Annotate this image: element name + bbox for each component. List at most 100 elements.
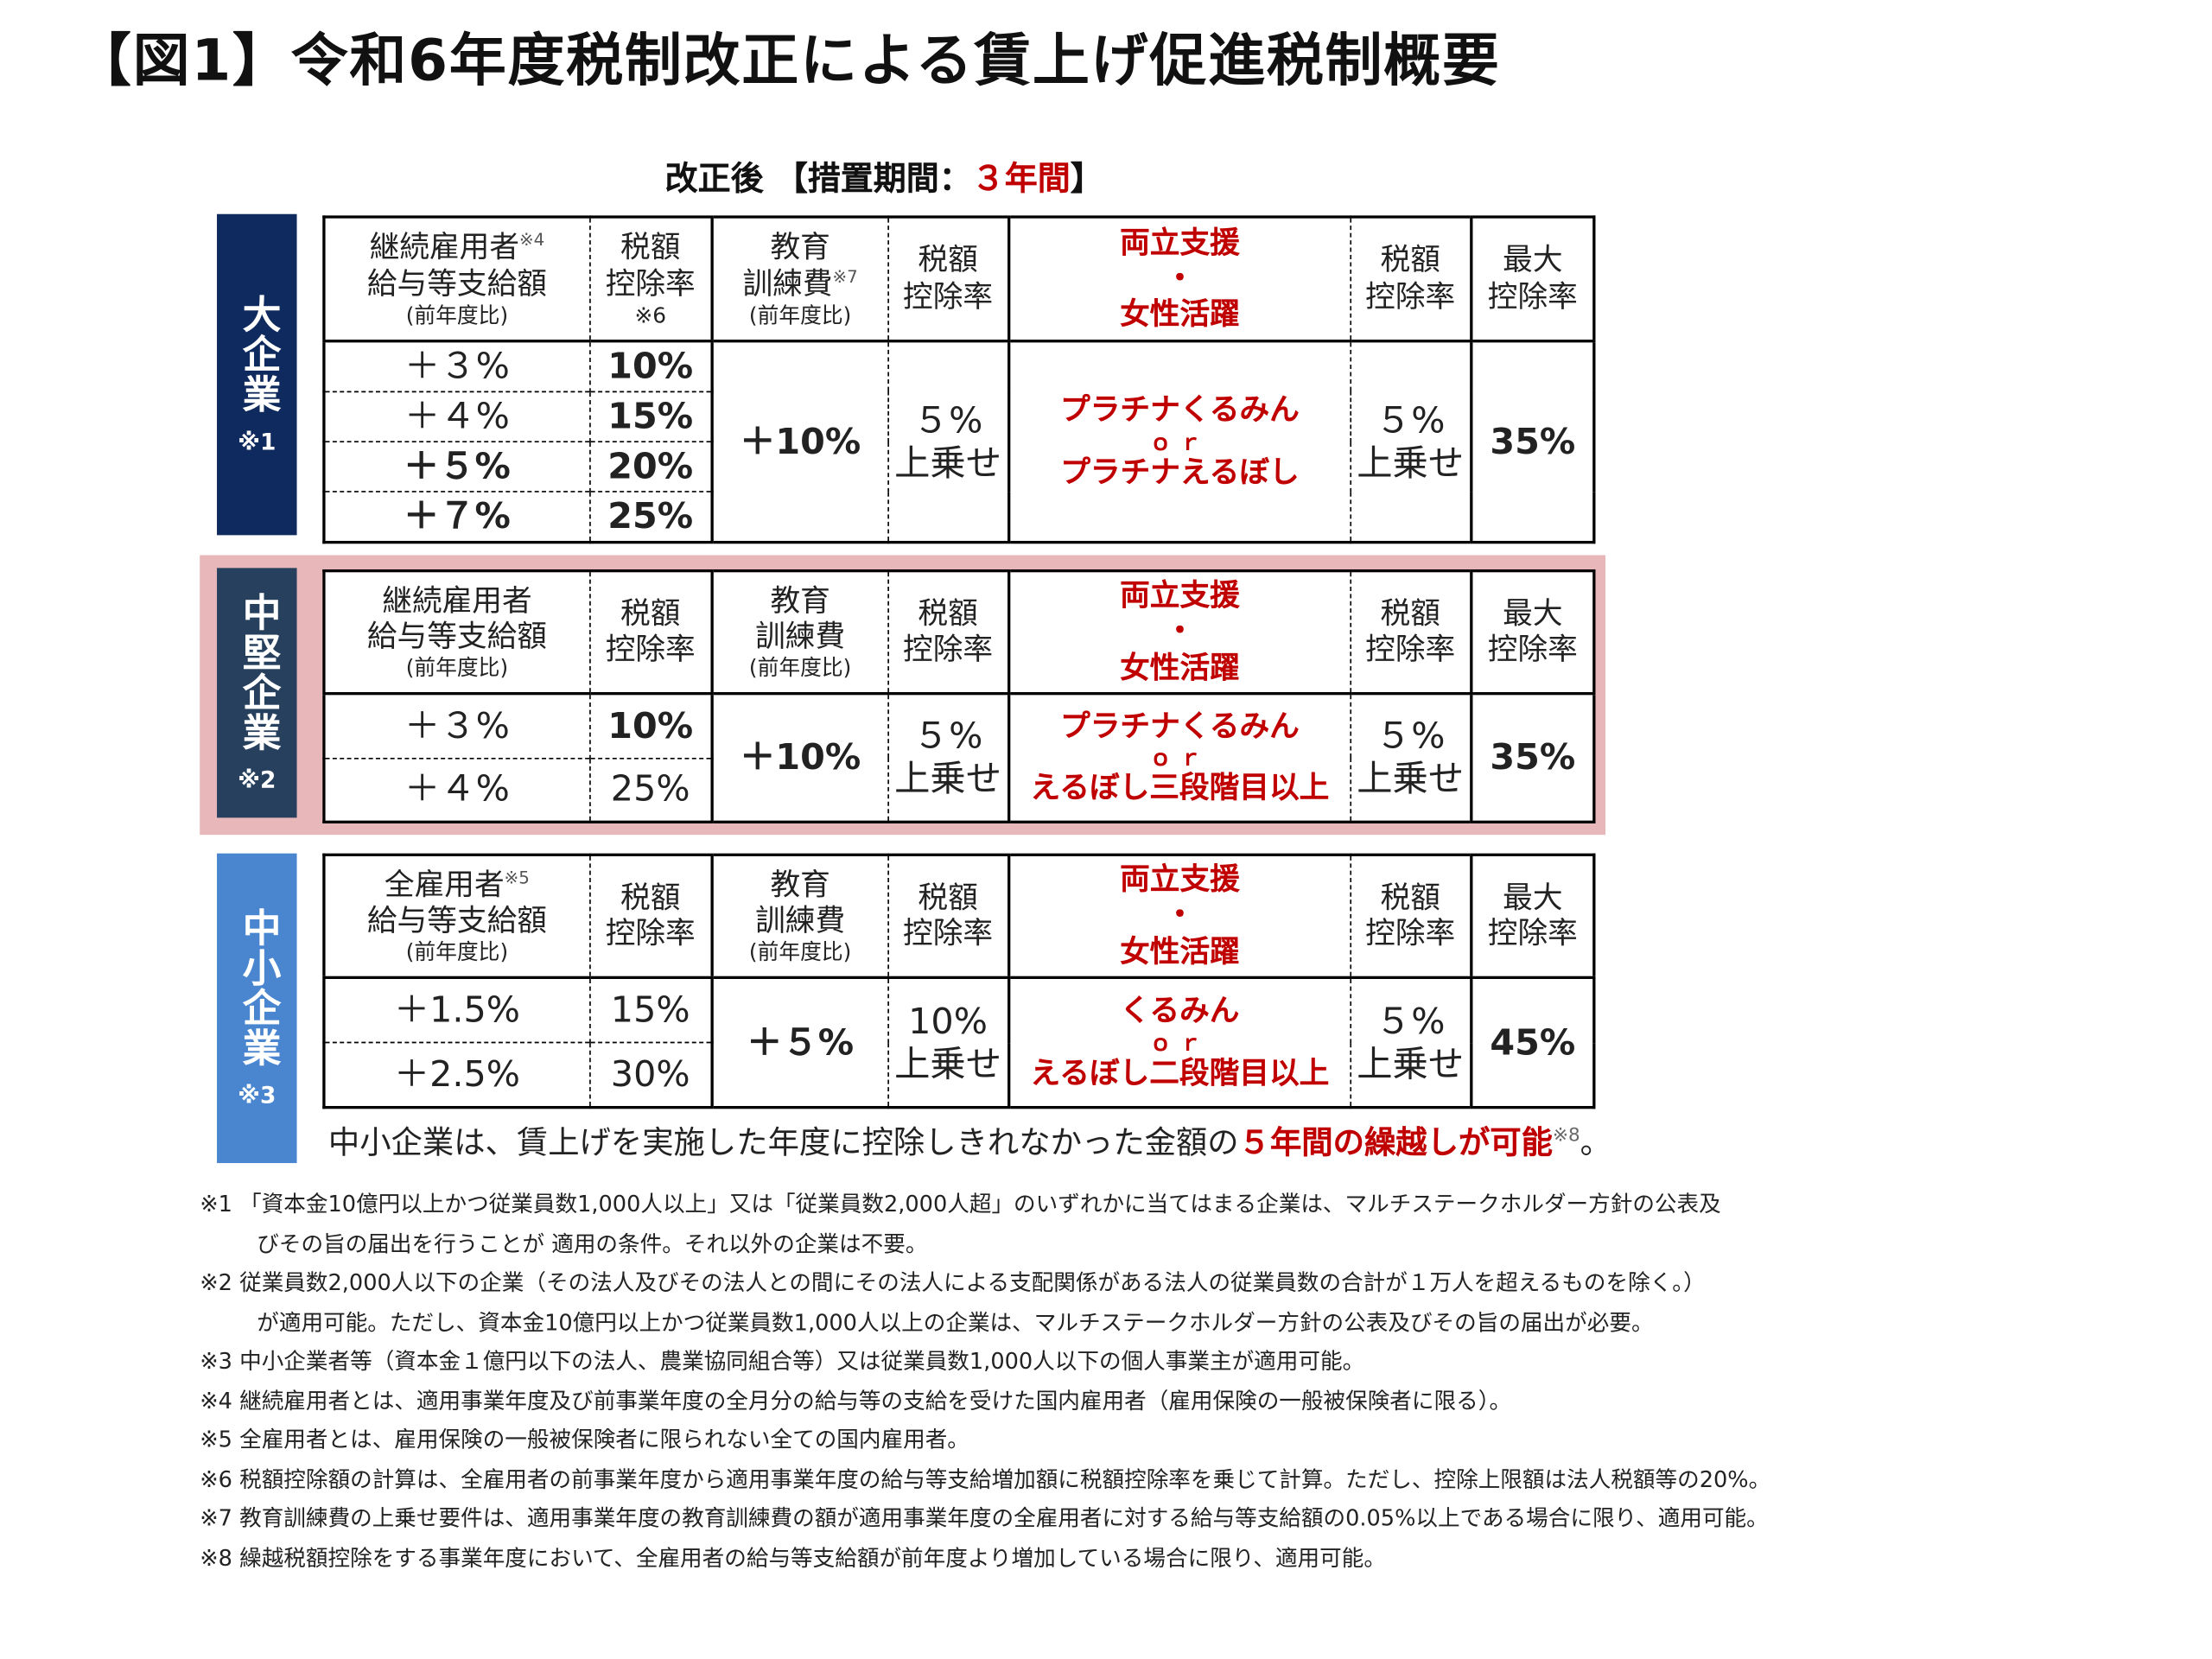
header-line: 控除率 xyxy=(888,916,1007,952)
section-name: 中堅企業 xyxy=(235,592,280,753)
header-line: 女性活躍 xyxy=(1120,296,1240,332)
header-dot: ・ xyxy=(1165,898,1195,933)
training-increase: ＋10% xyxy=(710,693,888,823)
header-cell: 税額 控除率 xyxy=(887,217,1009,343)
header-text: 税額 xyxy=(918,243,978,277)
subtitle-prefix: 改正後 【措置期間： xyxy=(664,161,972,199)
header-line: 両立支援 xyxy=(1120,861,1240,897)
wage-increase: ＋４% xyxy=(323,391,590,442)
credit-rate: 30% xyxy=(588,1041,713,1108)
credit-rate: 15% xyxy=(588,391,713,442)
header-line: 控除率 xyxy=(1472,279,1592,315)
header-text: 控除率 xyxy=(1365,916,1456,950)
header-line: 税額 xyxy=(590,230,711,266)
footnote-ref: ※5 xyxy=(504,867,530,887)
add-label: 上乗せ xyxy=(894,1042,1002,1084)
header-cell: 税額 控除率 xyxy=(1349,217,1471,343)
header-line: 税額 xyxy=(888,880,1007,917)
header-row: 継続雇用者 給与等支給額 (前年度比) 税額 控除率 教育 訓練費 (前年度比) 税額 控除率 両立… xyxy=(323,570,1594,696)
add-label: 上乗せ xyxy=(1357,1042,1465,1084)
header-small: (前年度比) xyxy=(748,939,852,965)
header-text: 最大 xyxy=(1503,880,1563,915)
add-label: 上乗せ xyxy=(1357,757,1465,799)
data-row: ＋５% 20% xyxy=(323,441,1594,493)
header-small: (前年度比) xyxy=(405,939,509,965)
add-label: 上乗せ xyxy=(894,442,1002,484)
add-label: 上乗せ xyxy=(894,757,1002,799)
header-text: 控除率 xyxy=(1365,278,1456,314)
header-line: 訓練費 xyxy=(714,620,887,656)
training-increase: ＋５% xyxy=(710,977,888,1108)
section-label-2: 中小企業 ※3 xyxy=(217,853,297,1164)
header-text: 訓練費 xyxy=(755,903,846,938)
subtitle-suffix: 】 xyxy=(1070,161,1103,199)
header-dot: ・ xyxy=(1165,261,1195,296)
header-text: 控除率 xyxy=(605,266,696,301)
footnote: ※7 教育訓練費の上乗せ要件は、適用事業年度の教育訓練費の額が適用事業年度の全雇… xyxy=(200,1505,1769,1532)
subtitle: 改正後 【措置期間：３年間】 xyxy=(665,151,1103,200)
header-small: (前年度比) xyxy=(748,655,852,682)
footnote: ※5 全雇用者とは、雇用保険の一般被保険者に限られない全ての国内雇用者。 xyxy=(200,1427,969,1453)
data-row: ＋３% 10% ＋10% ５% 上乗せ プラチナくるみん ｏｒ プラチナえるぼし ５% 上乗せ 35… xyxy=(324,340,1594,543)
header-cell: 両立支援・女性活躍 xyxy=(1007,570,1351,696)
credit-rate: 20% xyxy=(588,441,713,493)
training-add-rate: ５% 上乗せ xyxy=(887,340,1009,543)
add-rate: 10% xyxy=(908,999,988,1041)
certification-add-rate: ５% 上乗せ xyxy=(1349,693,1471,823)
header-line: 継続雇用者※4 xyxy=(326,230,589,266)
credit-rate: 10% xyxy=(588,340,713,391)
header-row: 全雇用者※5 給与等支給額 (前年度比) 税額 控除率 教育 訓練費 (前年度比) 税額 控除率両… xyxy=(323,855,1594,979)
header-line: 税額 xyxy=(888,596,1007,632)
page-title: 【図1】令和6年度税制改正による賃上げ促進税制概要 xyxy=(73,29,1501,95)
header-line: 控除率 xyxy=(1351,279,1470,315)
header-cell: 教育 訓練費※7 (前年度比) xyxy=(710,217,888,343)
footnote: びその旨の届出を行うことが 適用の条件。それ以外の企業は不要。 xyxy=(257,1230,928,1257)
footnote-ref: ※7 xyxy=(832,266,858,287)
wage-increase: ＋５% xyxy=(323,441,590,493)
header-cell: 税額 控除率 ※6 xyxy=(588,217,713,343)
header-cell: 税額 控除率 xyxy=(588,570,713,696)
add-rate: ５% xyxy=(912,715,983,757)
header-line: 控除率 xyxy=(1351,916,1470,952)
data-row: ＋2.5% 30% xyxy=(323,1041,1594,1108)
header-cell: 最大 控除率 xyxy=(1470,855,1594,979)
credit-rate: 25% xyxy=(588,757,713,823)
header-dot: ・ xyxy=(1165,613,1195,649)
header-text: 全雇用者 xyxy=(384,867,505,902)
header-text: 最大 xyxy=(1503,596,1563,631)
sme-carryover-note: 中小企業は、賃上げを実施した年度に控除しきれなかった金額の５年間の繰越しが可能※… xyxy=(328,1117,1611,1163)
header-cell: 両立支援・女性活躍 xyxy=(1007,217,1351,343)
header-small: (前年度比) xyxy=(405,302,509,328)
data-row: ＋４% 15% xyxy=(323,391,1594,442)
header-line: 控除率 xyxy=(1351,632,1470,669)
wage-increase: ＋４% xyxy=(323,757,590,823)
section-name: 中小企業 xyxy=(235,907,280,1068)
section-table: 継続雇用者 給与等支給額 (前年度比) 税額 控除率 教育 訓練費 (前年度比) 税額 控除率 両立… xyxy=(322,569,1596,823)
add-rate: ５% xyxy=(1375,715,1446,757)
add-rate: ５% xyxy=(1375,398,1446,441)
header-text: 控除率 xyxy=(605,916,696,950)
header-text: 税額 xyxy=(918,880,978,915)
data-row: ＋４% 25% xyxy=(323,757,1594,823)
header-text: 教育 xyxy=(770,583,830,618)
header-text: 継続雇用者 xyxy=(382,583,532,618)
header-line: 給与等支給額 xyxy=(326,903,589,939)
certification-name: くるみん xyxy=(1120,994,1240,1028)
period-highlight: ３年間 xyxy=(971,161,1071,199)
section-table: 継続雇用者※4 給与等支給額 (前年度比) 税額 控除率 ※6 教育 訓練費※7 (前年度比) 税… xyxy=(322,215,1596,544)
header-row: 継続雇用者※4 給与等支給額 (前年度比) 税額 控除率 ※6 教育 訓練費※7 (前年度比) 税… xyxy=(323,217,1594,343)
header-line: 教育 xyxy=(714,868,887,904)
header-cell: 全雇用者※5 給与等支給額 (前年度比) xyxy=(323,855,590,979)
footnote: ※3 中小企業者等（資本金１億円以下の法人、農業協同組合等）又は従業員数1,00… xyxy=(200,1348,1365,1375)
header-cell: 最大 控除率 xyxy=(1470,570,1594,696)
footnote: ※8 繰越税額控除をする事業年度において、全雇用者の給与等支給額が前年度より増加… xyxy=(200,1544,1386,1571)
data-row: ＋７% 25% xyxy=(323,491,1594,543)
add-rate: ５% xyxy=(912,398,983,441)
header-cell: 税額 控除率 xyxy=(588,855,713,979)
header-text: 税額 xyxy=(1380,880,1440,915)
header-text: 税額 xyxy=(1380,596,1440,631)
max-credit-rate: 45% xyxy=(1470,977,1594,1108)
section-label-1: 中堅企業 ※2 xyxy=(217,568,297,818)
header-cell: 継続雇用者※4 給与等支給額 (前年度比) xyxy=(323,217,590,343)
section-note-ref: ※3 xyxy=(238,1081,276,1109)
